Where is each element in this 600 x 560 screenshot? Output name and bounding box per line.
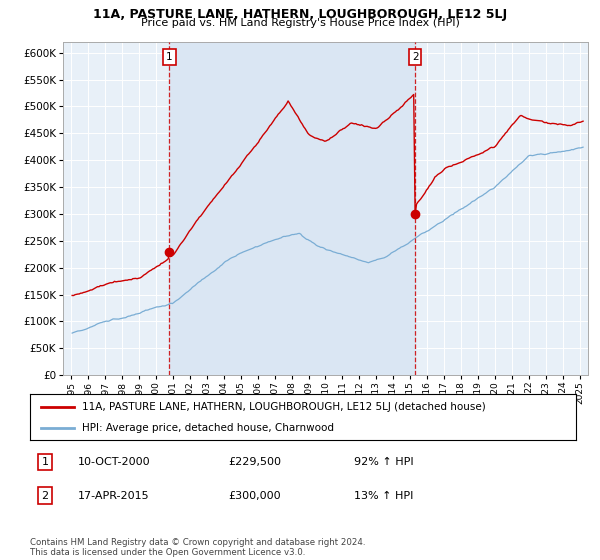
Text: 10-OCT-2000: 10-OCT-2000	[78, 457, 151, 467]
Bar	[169, 42, 415, 375]
Text: 11A, PASTURE LANE, HATHERN, LOUGHBOROUGH, LE12 5LJ: 11A, PASTURE LANE, HATHERN, LOUGHBOROUGH…	[93, 8, 507, 21]
Text: Contains HM Land Registry data © Crown copyright and database right 2024.
This d: Contains HM Land Registry data © Crown c…	[30, 538, 365, 557]
Text: 1: 1	[166, 52, 173, 62]
Text: £229,500: £229,500	[228, 457, 281, 467]
Text: 17-APR-2015: 17-APR-2015	[78, 491, 149, 501]
Text: 2: 2	[412, 52, 418, 62]
Text: 1: 1	[41, 457, 49, 467]
Text: 11A, PASTURE LANE, HATHERN, LOUGHBOROUGH, LE12 5LJ (detached house): 11A, PASTURE LANE, HATHERN, LOUGHBOROUGH…	[82, 402, 485, 412]
Text: HPI: Average price, detached house, Charnwood: HPI: Average price, detached house, Char…	[82, 423, 334, 433]
Text: 2: 2	[41, 491, 49, 501]
Text: 13% ↑ HPI: 13% ↑ HPI	[354, 491, 413, 501]
Text: £300,000: £300,000	[228, 491, 281, 501]
Text: Price paid vs. HM Land Registry's House Price Index (HPI): Price paid vs. HM Land Registry's House …	[140, 18, 460, 29]
Text: 92% ↑ HPI: 92% ↑ HPI	[354, 457, 413, 467]
